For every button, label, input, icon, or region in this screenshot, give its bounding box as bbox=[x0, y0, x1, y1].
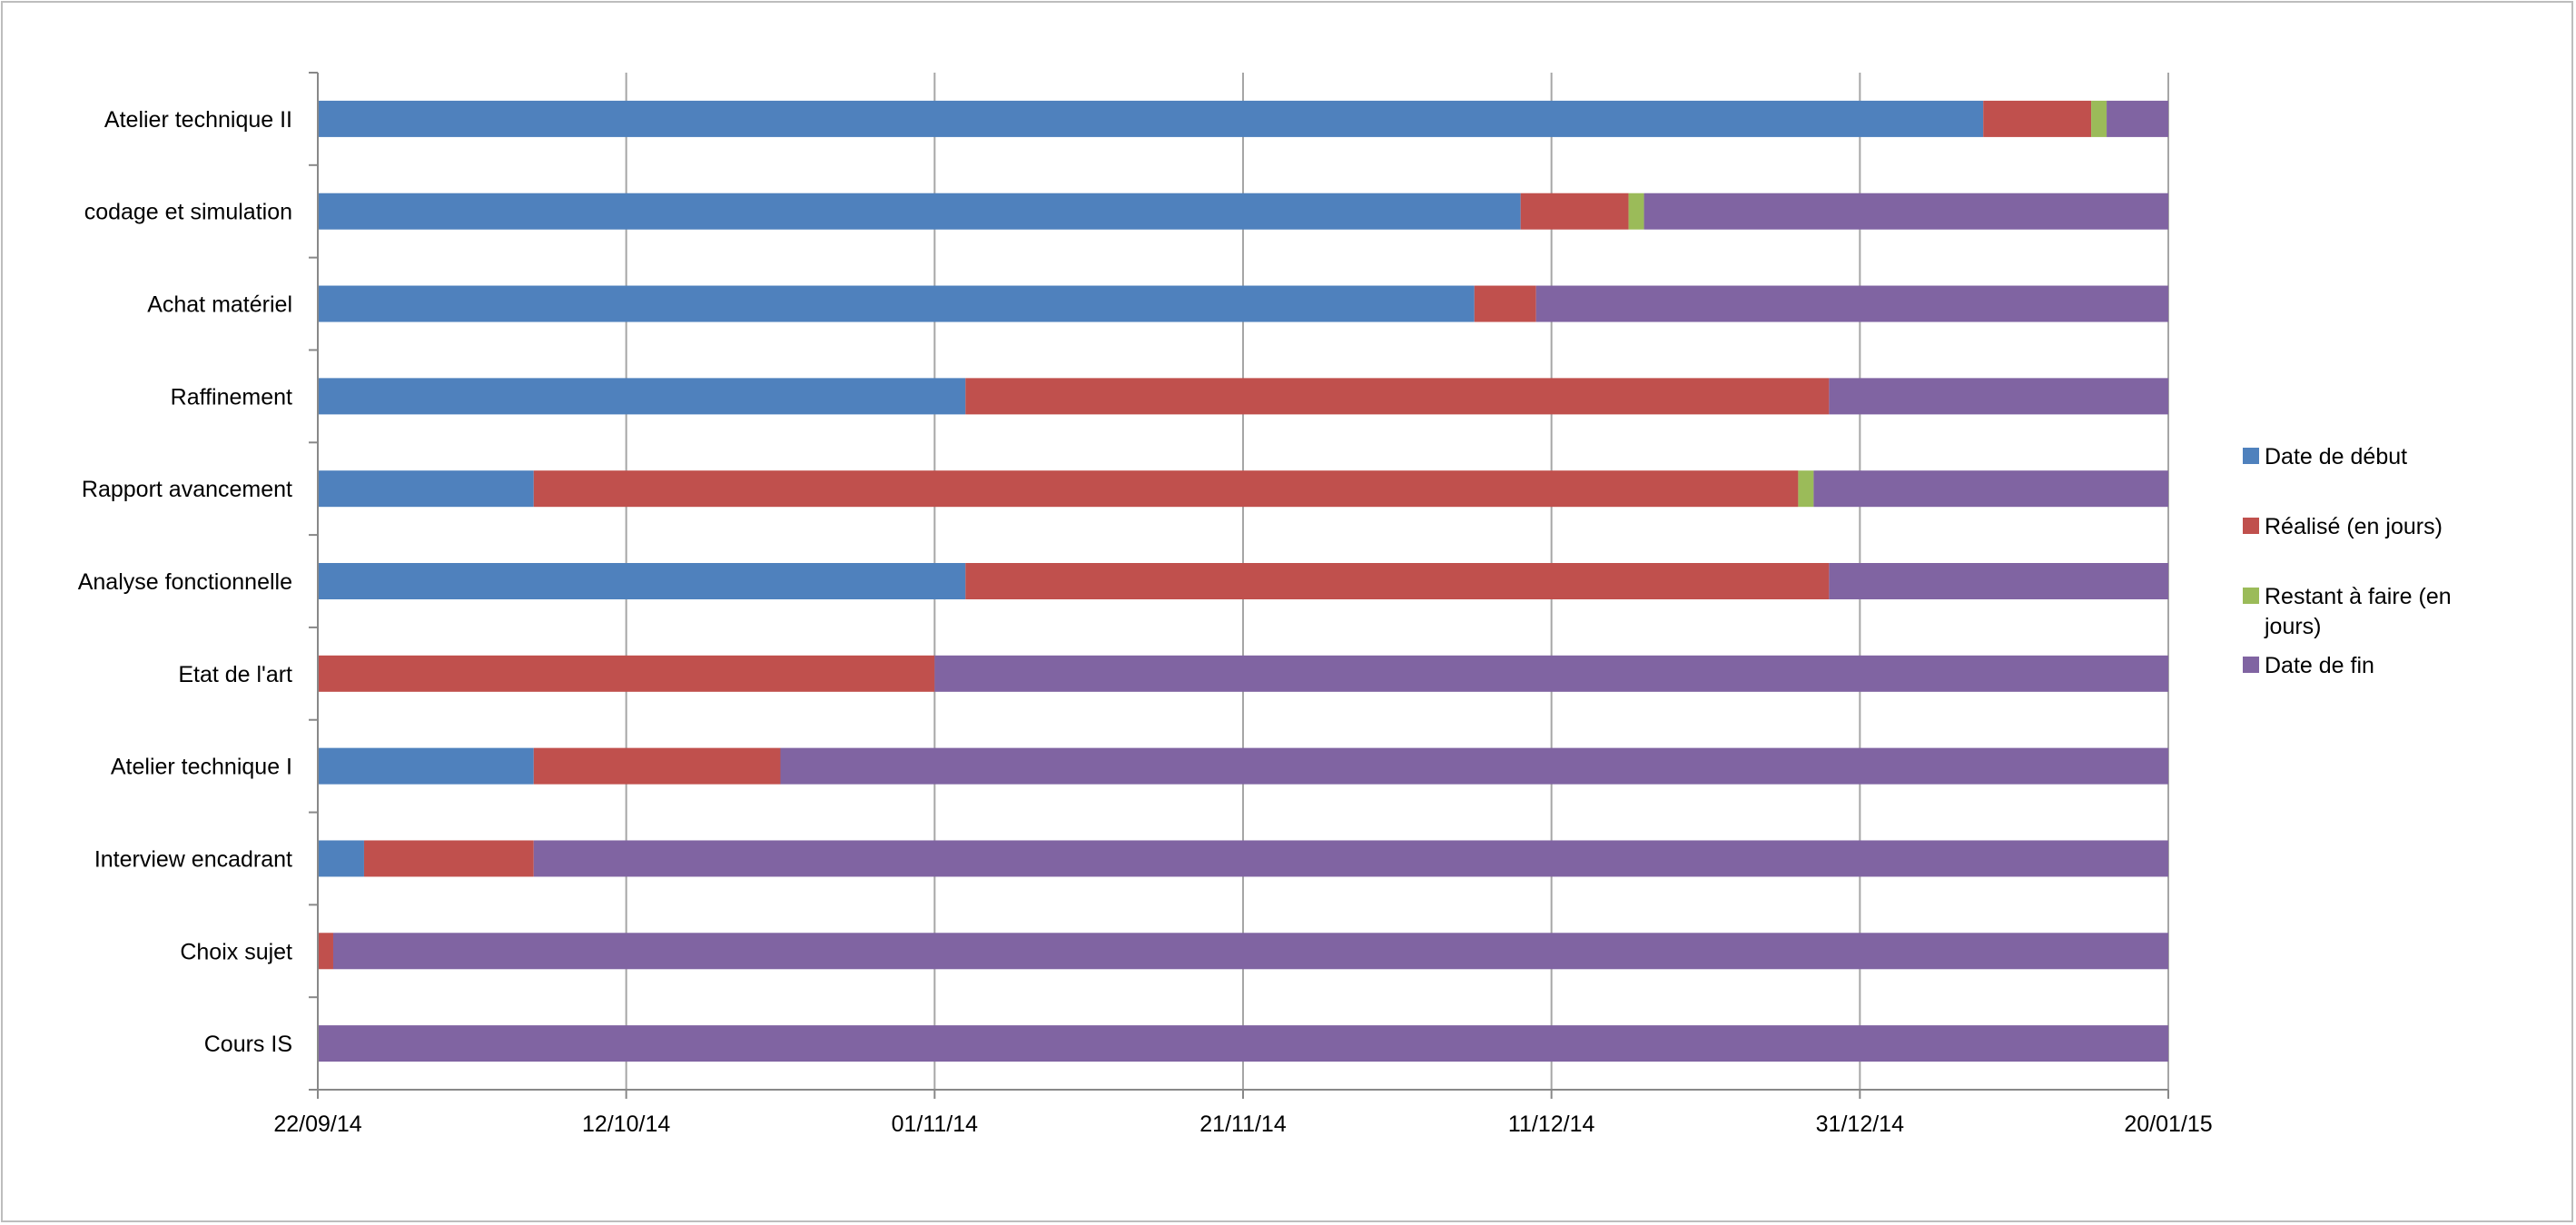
bar-date-fin bbox=[1813, 470, 2168, 508]
category-label: Achat matériel bbox=[147, 292, 292, 318]
axes bbox=[309, 72, 2169, 1099]
category-label: Cours IS bbox=[204, 1032, 292, 1057]
x-tick-label: 31/12/14 bbox=[1816, 1111, 1904, 1137]
legend-swatch bbox=[2243, 448, 2259, 464]
x-tick-label: 21/11/14 bbox=[1199, 1111, 1287, 1137]
category-labels: Cours IS Choix sujet Interview encadrant At… bbox=[78, 107, 292, 1057]
bar-date-fin bbox=[2107, 100, 2168, 137]
bar-date-debut bbox=[318, 193, 1521, 230]
bar-date-fin bbox=[318, 1025, 2168, 1062]
bar-date-debut bbox=[318, 470, 534, 508]
bar-restant bbox=[1628, 193, 1644, 230]
category-label: Interview encadrant bbox=[94, 846, 292, 872]
legend-item: Date de fin bbox=[2265, 653, 2374, 678]
legend-item: Date de début bbox=[2265, 444, 2407, 469]
bar-date-debut bbox=[318, 378, 966, 415]
x-tick-label: 22/09/14 bbox=[273, 1111, 361, 1137]
legend-swatch bbox=[2243, 588, 2259, 604]
x-tick-label: 11/12/14 bbox=[1508, 1111, 1595, 1137]
bar-date-debut bbox=[318, 285, 1475, 322]
bar-date-fin bbox=[332, 933, 2168, 970]
category-label: Analyse fonctionnelle bbox=[78, 569, 292, 595]
x-tick-label: 01/11/14 bbox=[892, 1111, 979, 1137]
bar-date-fin bbox=[1829, 378, 2168, 415]
bar-date-debut bbox=[318, 747, 534, 785]
category-label: Rapport avancement bbox=[82, 477, 292, 502]
category-label: Raffinement bbox=[171, 384, 292, 410]
bar-realise bbox=[318, 933, 333, 970]
bar-date-fin bbox=[934, 655, 2168, 692]
bar-realise bbox=[533, 470, 1799, 508]
legend-swatch bbox=[2243, 518, 2259, 534]
category-label: Atelier technique I bbox=[111, 755, 292, 780]
bar-realise bbox=[1474, 285, 1536, 322]
x-tick-label: 20/01/15 bbox=[2124, 1111, 2212, 1137]
legend-item: Réalisé (en jours) bbox=[2265, 514, 2443, 539]
tick-labels: 22/09/14 12/10/14 01/11/14 21/11/14 11/12/14… bbox=[273, 1111, 2212, 1137]
bar-date-fin bbox=[1829, 563, 2168, 599]
category-label: Etat de l'art bbox=[178, 662, 292, 687]
category-label: codage et simulation bbox=[84, 200, 292, 225]
bar-realise bbox=[1520, 193, 1629, 230]
legend-item: Restant à faire (en jours) bbox=[2264, 584, 2452, 639]
bar-date-debut bbox=[318, 100, 1984, 137]
bar-restant bbox=[1798, 470, 1814, 508]
bar-date-fin bbox=[533, 840, 2169, 877]
bar-realise bbox=[318, 655, 935, 692]
bar-realise bbox=[965, 378, 1830, 415]
bar-date-debut bbox=[318, 840, 364, 877]
legend-swatch bbox=[2243, 657, 2259, 673]
bar-restant bbox=[2091, 100, 2107, 137]
bar-date-fin bbox=[1535, 285, 2168, 322]
bar-date-fin bbox=[1643, 193, 2168, 230]
bar-realise bbox=[1983, 100, 2092, 137]
category-label: Choix sujet bbox=[180, 939, 292, 964]
category-label: Atelier technique II bbox=[104, 107, 292, 133]
bar-date-debut bbox=[318, 563, 966, 599]
bar-date-fin bbox=[780, 747, 2168, 785]
x-tick-label: 12/10/14 bbox=[582, 1111, 670, 1137]
bars bbox=[318, 100, 2169, 1062]
legend: Date de début Réalisé (en jours) Restant à… bbox=[2243, 444, 2452, 678]
bar-realise bbox=[533, 747, 781, 785]
bar-realise bbox=[965, 563, 1830, 599]
bar-realise bbox=[363, 840, 534, 877]
